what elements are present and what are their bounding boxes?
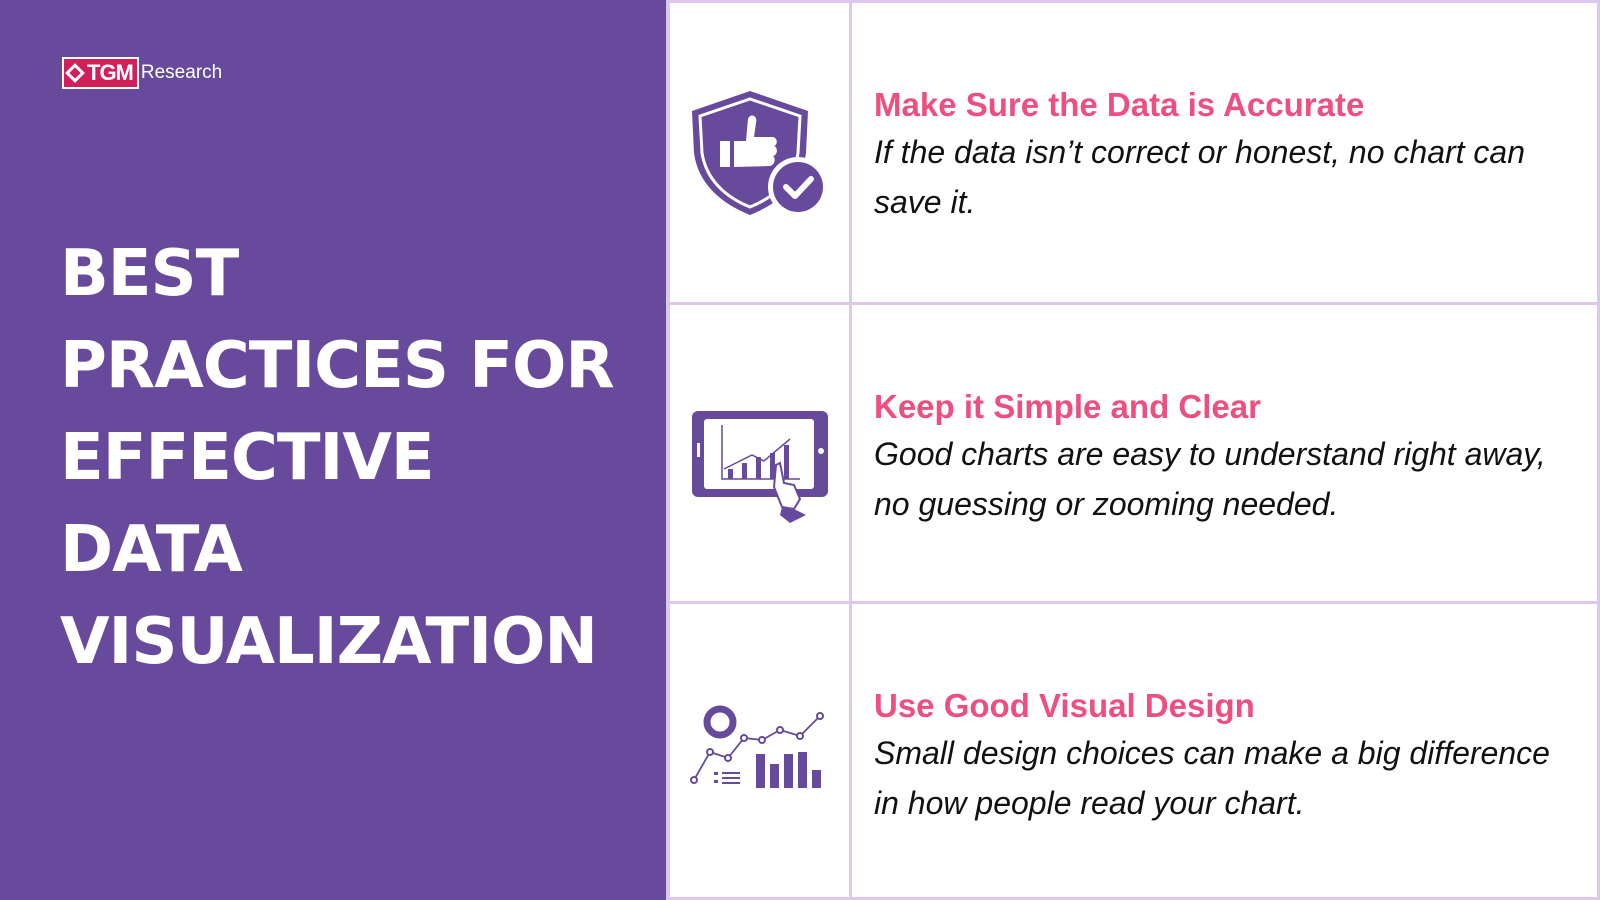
practice-description: If the data isn’t correct or honest, no … <box>874 134 1526 220</box>
tablet-chart-touch-icon <box>691 411 828 523</box>
shield-thumbs-up-check-icon <box>691 90 828 217</box>
practice-heading: Keep it Simple and Clear <box>874 388 1261 425</box>
diamond-icon <box>65 63 85 83</box>
practices-grid: Make Sure the Data is Accurate If the da… <box>666 0 1600 900</box>
practice-heading: Make Sure the Data is Accurate <box>874 86 1365 123</box>
charts-collection-icon <box>689 705 824 788</box>
logo: TGM Research <box>62 57 222 89</box>
practice-row: Use Good Visual Design Small design choi… <box>670 601 1597 900</box>
practice-description: Small design choices can make a big diff… <box>874 735 1550 821</box>
title-panel: TGM Research BEST PRACTICES FOR EFFECTIV… <box>0 0 666 900</box>
page-title: BEST PRACTICES FOR EFFECTIVE DATA VISUAL… <box>60 237 615 679</box>
practice-description: Good charts are easy to understand right… <box>874 436 1546 522</box>
practice-heading: Use Good Visual Design <box>874 687 1255 724</box>
practice-row: Make Sure the Data is Accurate If the da… <box>670 3 1597 302</box>
practice-row: Keep it Simple and Clear Good charts are… <box>670 302 1597 601</box>
